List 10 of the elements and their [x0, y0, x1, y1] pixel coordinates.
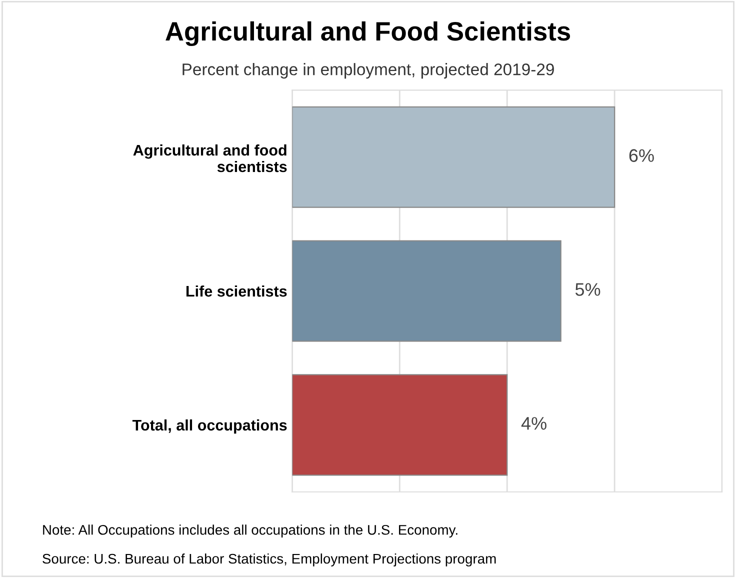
source-note: Source: U.S. Bureau of Labor Statistics, Employment Projections program: [42, 553, 496, 566]
text: Note: All Occupations includes all occupations in the U.S. Economy.: [43, 524, 458, 538]
data-label: 4%: [521, 417, 546, 430]
y-tick-label: Total, all occupations: [132, 419, 287, 434]
chart-title: Agricultural and Food Scientists: [166, 21, 570, 46]
chart-subtitle: Percent change in employment, projected 2019-29: [182, 63, 554, 79]
data-label: 6%: [629, 149, 654, 162]
data-label: 5%: [575, 283, 600, 296]
y-tick-label: Agricultural and food scientists: [133, 144, 287, 172]
y-tick-label: Life scientists: [186, 285, 287, 297]
